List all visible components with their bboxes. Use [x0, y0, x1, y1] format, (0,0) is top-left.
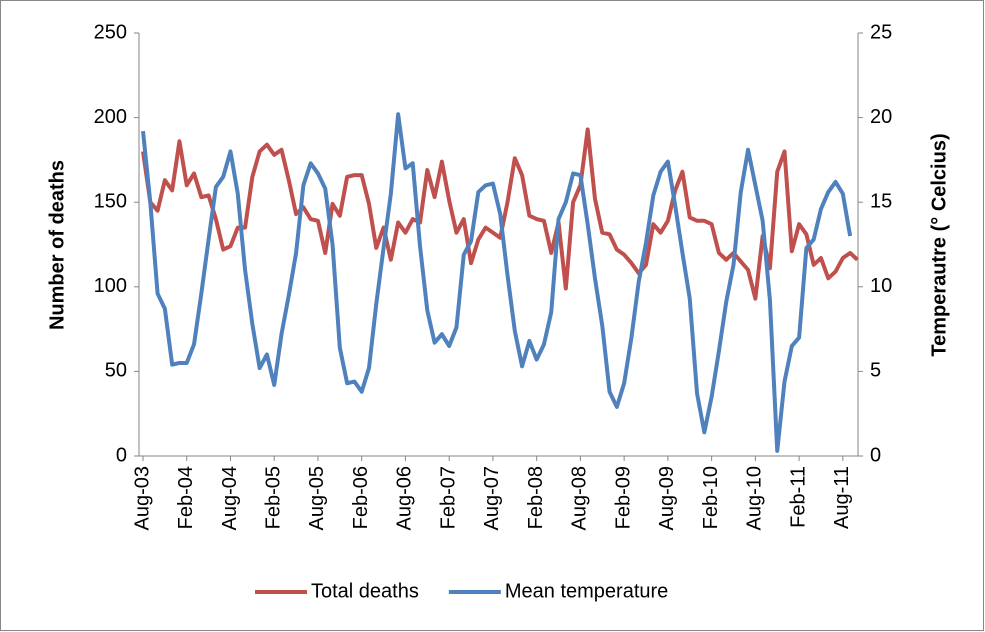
y-tick-label: 250	[94, 21, 127, 43]
legend-label: Mean temperature	[505, 580, 668, 602]
x-tick-label: Aug-04	[219, 466, 241, 531]
y2-tick-label: 25	[870, 21, 892, 43]
legend-label: Total deaths	[311, 580, 419, 602]
y-tick-label: 50	[105, 360, 127, 382]
y2-tick-label: 15	[870, 190, 892, 212]
y2-tick-label: 5	[870, 360, 881, 382]
y-tick-label: 100	[94, 275, 127, 297]
y2-tick-label: 0	[870, 444, 881, 466]
x-tick-label: Feb-04	[175, 466, 197, 529]
y-tick-label: 200	[94, 106, 127, 128]
x-tick-label: Aug-06	[394, 466, 416, 531]
x-tick-label: Aug-10	[744, 466, 766, 531]
y2-tick-label: 20	[870, 106, 892, 128]
y2-axis-title: Temperautre (° Celcius)	[928, 133, 950, 356]
y2-tick-label: 10	[870, 275, 892, 297]
x-tick-label: Aug-08	[569, 466, 591, 531]
y-axis-title: Number of deaths	[46, 160, 68, 330]
y-tick-label: 0	[116, 444, 127, 466]
x-tick-label: Feb-10	[700, 466, 722, 529]
y-tick-label: 150	[94, 190, 127, 212]
x-tick-label: Aug-07	[481, 466, 503, 531]
x-tick-label: Aug-09	[656, 466, 678, 531]
x-tick-label: Feb-07	[437, 466, 459, 529]
x-tick-label: Feb-05	[263, 466, 285, 529]
data-line	[141, 112, 853, 453]
x-tick-label: Aug-03	[131, 466, 153, 531]
x-tick-label: Feb-09	[612, 466, 634, 529]
x-tick-label: Aug-05	[306, 466, 328, 531]
x-tick-label: Feb-06	[350, 466, 372, 529]
x-tick-label: Aug-11	[831, 466, 853, 529]
x-tick-label: Feb-11	[787, 466, 809, 528]
x-tick-label: Feb-08	[525, 466, 547, 529]
data-line	[141, 127, 859, 301]
